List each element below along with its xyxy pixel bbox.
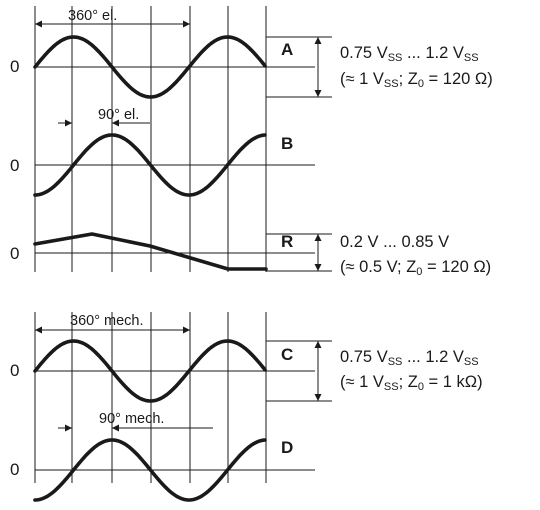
signal-b-wave bbox=[33, 133, 267, 197]
zero-label-a: 0 bbox=[10, 57, 19, 76]
spec-c-line1: 0.75 VSS ... 1.2 VSS bbox=[340, 348, 479, 368]
signal-label-r: R bbox=[281, 232, 293, 251]
zero-label-c: 0 bbox=[10, 361, 19, 380]
phase-mech-label: 90° mech. bbox=[99, 411, 164, 427]
arrow-head bbox=[183, 20, 190, 28]
grid-lines bbox=[34, 6, 315, 483]
arrow-head bbox=[35, 326, 42, 334]
waveforms bbox=[33, 35, 268, 502]
signal-label-b: B bbox=[281, 134, 293, 153]
signal-r-wave bbox=[33, 232, 268, 271]
arrow-head bbox=[314, 90, 322, 97]
spec-a-line2: (≈ 1 VSS; Z0 = 120 Ω) bbox=[340, 70, 493, 90]
period-el-label: 360° el. bbox=[68, 8, 117, 24]
signal-label-d: D bbox=[281, 438, 293, 457]
spec-c-line2: (≈ 1 VSS; Z0 = 1 kΩ) bbox=[340, 373, 483, 393]
arrow-head bbox=[65, 119, 72, 127]
signal-a-wave bbox=[33, 35, 267, 99]
signal-d-wave bbox=[33, 438, 267, 502]
period-mech-label: 360° mech. bbox=[70, 313, 144, 329]
spec-a-line1: 0.75 VSS ... 1.2 VSS bbox=[340, 44, 479, 64]
spec-r-line2: (≈ 0.5 V; Z0 = 120 Ω) bbox=[340, 258, 491, 278]
arrow-head bbox=[35, 20, 42, 28]
arrow-head bbox=[65, 424, 72, 432]
arrow-head bbox=[112, 119, 119, 127]
arrow-head bbox=[183, 326, 190, 334]
spec-r-line1: 0.2 V ... 0.85 V bbox=[340, 233, 449, 251]
zero-label-r: 0 bbox=[10, 244, 19, 263]
arrow-head bbox=[314, 341, 322, 348]
signal-label-c: C bbox=[281, 345, 293, 364]
dimension-markers bbox=[35, 20, 332, 432]
signal-c-wave bbox=[33, 339, 267, 403]
zero-label-b: 0 bbox=[10, 156, 19, 175]
arrow-head bbox=[314, 37, 322, 44]
arrow-head bbox=[112, 424, 119, 432]
arrow-head bbox=[314, 234, 322, 241]
phase-el-label: 90° el. bbox=[98, 107, 139, 123]
zero-label-d: 0 bbox=[10, 460, 19, 479]
arrow-head bbox=[314, 264, 322, 271]
signal-label-a: A bbox=[281, 40, 293, 59]
arrow-head bbox=[314, 394, 322, 401]
